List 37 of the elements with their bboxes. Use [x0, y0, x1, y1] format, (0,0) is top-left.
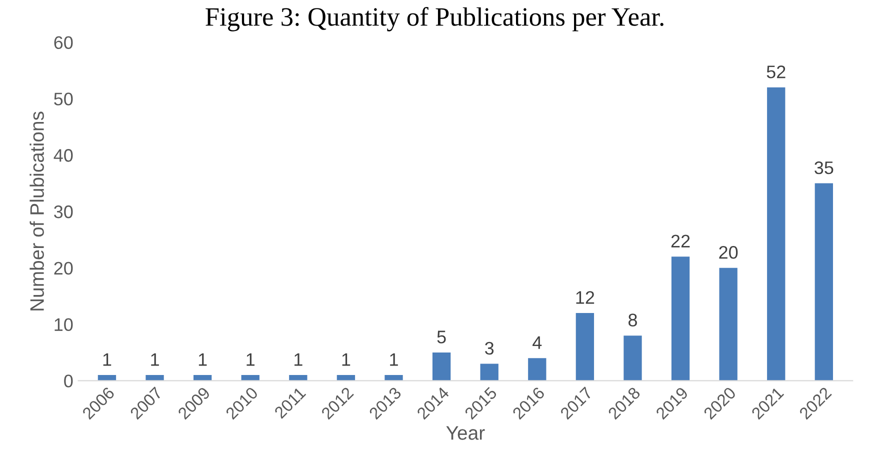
- y-tick-label: 50: [54, 92, 73, 106]
- data-label: 1: [151, 353, 159, 366]
- y-tick-label: 10: [54, 318, 73, 332]
- data-label: 4: [532, 336, 542, 349]
- data-label: 1: [342, 353, 350, 366]
- bar: [814, 183, 834, 381]
- data-label: 22: [671, 234, 690, 248]
- chart-title: Figure 3: Quantity of Publications per Year.: [206, 7, 664, 32]
- data-label: 20: [719, 246, 738, 259]
- y-axis-title: Number of Plubications: [30, 112, 44, 310]
- y-tick-label: 40: [54, 149, 73, 162]
- y-tick-label: 0: [64, 374, 73, 388]
- bar: [767, 87, 786, 381]
- data-label: 1: [390, 353, 398, 366]
- bar: [576, 313, 594, 381]
- data-label: 3: [485, 342, 494, 355]
- bar: [480, 364, 498, 381]
- bar: [146, 375, 164, 381]
- data-label: 1: [246, 353, 255, 366]
- data-label: 52: [766, 66, 786, 78]
- y-tick-label: 30: [54, 205, 73, 218]
- y-tick-label: 60: [54, 36, 73, 50]
- data-label: 8: [628, 314, 637, 326]
- bar: [384, 375, 403, 381]
- data-label: 1: [103, 353, 112, 366]
- bar: [432, 352, 451, 381]
- x-axis-title: Year: [446, 426, 485, 440]
- bar: [624, 336, 642, 381]
- data-label: 35: [814, 161, 834, 174]
- data-label: 12: [576, 291, 594, 304]
- bar: [528, 358, 546, 381]
- data-label: 1: [198, 353, 207, 366]
- data-label: 1: [294, 353, 302, 366]
- bar: [671, 256, 690, 381]
- data-label: 5: [437, 330, 446, 344]
- bar: [719, 268, 738, 381]
- y-tick-label: 20: [54, 262, 73, 275]
